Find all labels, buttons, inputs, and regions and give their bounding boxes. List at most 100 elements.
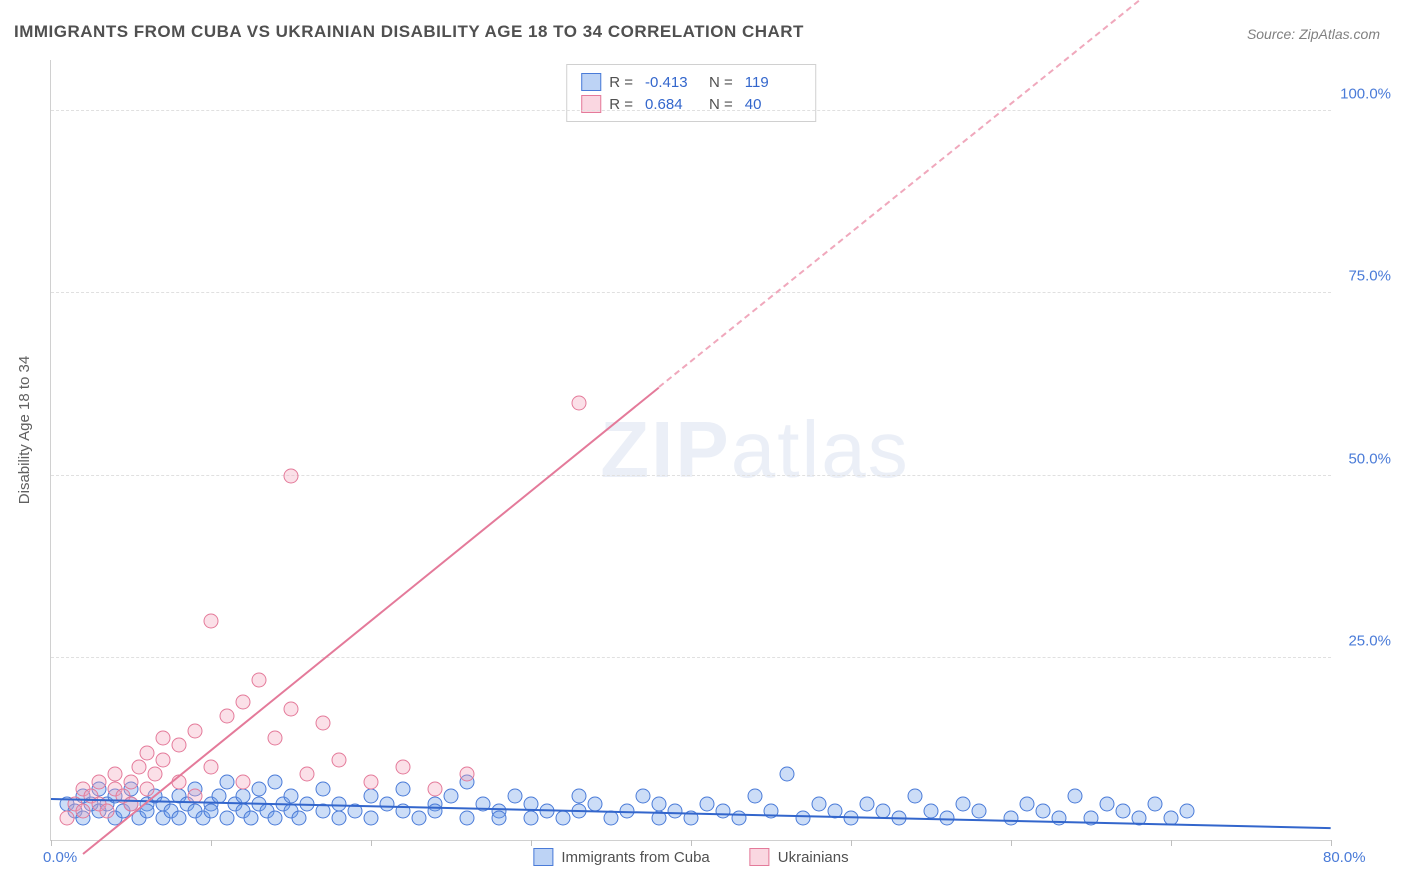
gridline: [51, 475, 1331, 476]
data-point: [316, 781, 331, 796]
y-tick-label: 100.0%: [1340, 86, 1391, 103]
data-point: [972, 803, 987, 818]
data-point: [508, 789, 523, 804]
data-point: [636, 789, 651, 804]
swatch-pink-icon: [750, 848, 770, 866]
y-tick-label: 75.0%: [1348, 268, 1391, 285]
x-tick: [211, 840, 212, 846]
data-point: [1020, 796, 1035, 811]
data-point: [204, 760, 219, 775]
data-point: [284, 701, 299, 716]
data-point: [396, 760, 411, 775]
data-point: [572, 789, 587, 804]
x-tick: [531, 840, 532, 846]
data-point: [780, 767, 795, 782]
x-tick: [851, 840, 852, 846]
data-point: [76, 803, 91, 818]
data-point: [92, 774, 107, 789]
data-point: [316, 716, 331, 731]
data-point: [148, 767, 163, 782]
data-point: [204, 614, 219, 629]
data-point: [268, 811, 283, 826]
data-point: [60, 811, 75, 826]
legend-item: Ukrainians: [750, 848, 849, 866]
data-point: [220, 709, 235, 724]
data-point: [572, 395, 587, 410]
legend-stats-row: R =-0.413 N =119: [581, 71, 801, 93]
data-point: [556, 811, 571, 826]
data-point: [396, 781, 411, 796]
data-point: [220, 774, 235, 789]
data-point: [140, 781, 155, 796]
data-point: [124, 774, 139, 789]
data-point: [1100, 796, 1115, 811]
data-point: [812, 796, 827, 811]
x-tick-label: 80.0%: [1323, 849, 1366, 866]
data-point: [244, 811, 259, 826]
x-tick: [1331, 840, 1332, 846]
data-point: [460, 767, 475, 782]
gridline: [51, 110, 1331, 111]
data-point: [172, 738, 187, 753]
legend-stats-row: R =0.684 N =40: [581, 93, 801, 115]
data-point: [284, 789, 299, 804]
data-point: [492, 811, 507, 826]
data-point: [796, 811, 811, 826]
data-point: [1052, 811, 1067, 826]
data-point: [1004, 811, 1019, 826]
data-point: [1068, 789, 1083, 804]
data-point: [140, 745, 155, 760]
data-point: [156, 752, 171, 767]
data-point: [252, 781, 267, 796]
data-point: [380, 796, 395, 811]
chart-title: IMMIGRANTS FROM CUBA VS UKRAINIAN DISABI…: [14, 22, 804, 42]
data-point: [716, 803, 731, 818]
data-point: [300, 767, 315, 782]
y-axis-title: Disability Age 18 to 34: [16, 356, 33, 504]
data-point: [700, 796, 715, 811]
data-point: [364, 811, 379, 826]
data-point: [364, 774, 379, 789]
data-point: [236, 694, 251, 709]
data-point: [1116, 803, 1131, 818]
data-point: [268, 730, 283, 745]
data-point: [108, 767, 123, 782]
data-point: [1180, 803, 1195, 818]
data-point: [236, 774, 251, 789]
legend-stats-box: R =-0.413 N =119 R =0.684 N =40: [566, 64, 816, 122]
data-point: [204, 803, 219, 818]
x-tick: [691, 840, 692, 846]
data-point: [172, 811, 187, 826]
data-point: [332, 752, 347, 767]
x-tick: [51, 840, 52, 846]
trend-line: [658, 0, 1139, 388]
data-point: [460, 811, 475, 826]
gridline: [51, 292, 1331, 293]
x-tick: [1171, 840, 1172, 846]
gridline: [51, 657, 1331, 658]
legend-bottom: Immigrants from Cuba Ukrainians: [533, 848, 848, 866]
data-point: [428, 781, 443, 796]
data-point: [132, 760, 147, 775]
scatter-plot: ZIPatlas R =-0.413 N =119 R =0.684 N =40…: [50, 60, 1331, 841]
data-point: [156, 730, 171, 745]
x-tick: [371, 840, 372, 846]
data-point: [220, 811, 235, 826]
data-point: [268, 774, 283, 789]
data-point: [188, 723, 203, 738]
x-tick-label: 0.0%: [43, 849, 77, 866]
data-point: [956, 796, 971, 811]
legend-item: Immigrants from Cuba: [533, 848, 709, 866]
data-point: [588, 796, 603, 811]
data-point: [652, 796, 667, 811]
swatch-blue-icon: [581, 73, 601, 91]
data-point: [364, 789, 379, 804]
swatch-blue-icon: [533, 848, 553, 866]
watermark: ZIPatlas: [600, 404, 909, 496]
data-point: [924, 803, 939, 818]
data-point: [1148, 796, 1163, 811]
data-point: [428, 803, 443, 818]
data-point: [100, 803, 115, 818]
data-point: [292, 811, 307, 826]
data-point: [284, 468, 299, 483]
